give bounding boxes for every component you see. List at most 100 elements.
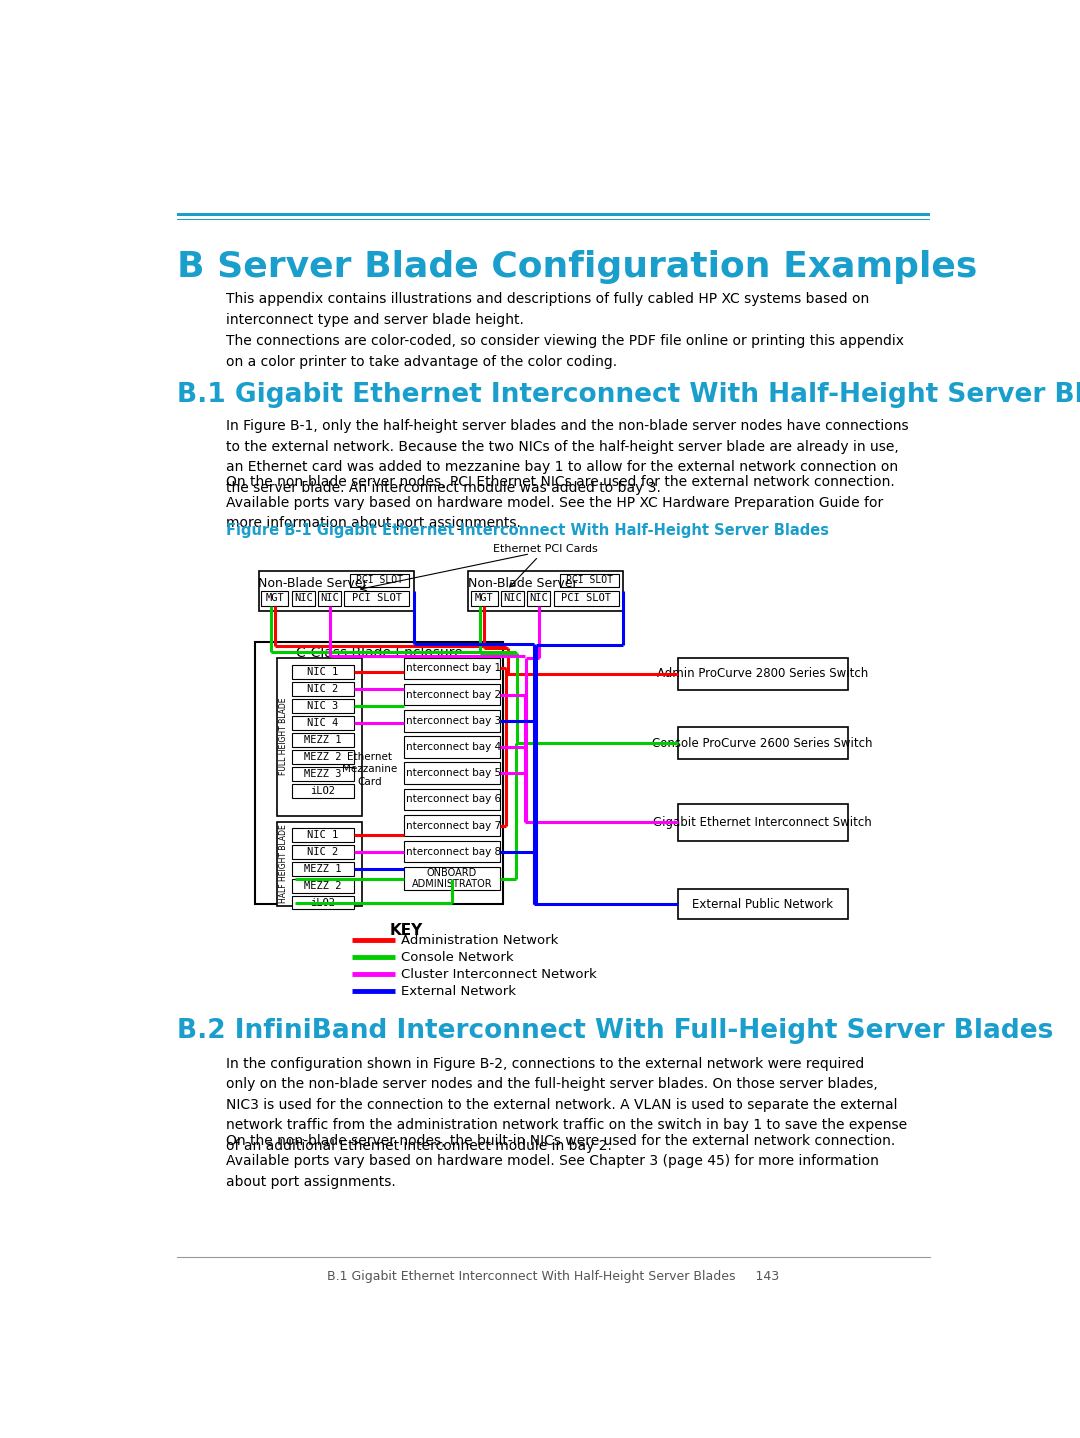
Text: MEZZ 2: MEZZ 2 [303, 752, 341, 762]
Text: External Public Network: External Public Network [692, 897, 834, 910]
Text: MEZZ 1: MEZZ 1 [303, 735, 341, 745]
Text: C-Class Blade Enclosure: C-Class Blade Enclosure [296, 646, 462, 660]
Bar [404, 684, 500, 706]
Text: NIC 2: NIC 2 [307, 847, 338, 857]
Bar [404, 815, 500, 837]
Bar [404, 788, 500, 810]
Text: MGT: MGT [266, 594, 284, 604]
Text: B.2 InfiniBand Interconnect With Full-Height Server Blades: B.2 InfiniBand Interconnect With Full-He… [177, 1018, 1053, 1044]
Text: Gigabit Ethernet Interconnect Switch: Gigabit Ethernet Interconnect Switch [653, 815, 873, 828]
Text: PCI SLOT: PCI SLOT [352, 594, 402, 604]
Text: In the configuration shown in Figure B-2, connections to the external network we: In the configuration shown in Figure B-2… [227, 1057, 907, 1153]
Bar [292, 699, 353, 713]
Bar [554, 591, 619, 605]
Text: Ethernet
Mezzanine
Card: Ethernet Mezzanine Card [342, 752, 397, 787]
Bar [255, 643, 503, 905]
Bar [292, 716, 353, 731]
Bar [292, 896, 353, 909]
Bar [404, 710, 500, 732]
Bar [292, 751, 353, 764]
Bar [292, 591, 314, 605]
Text: In Figure B-1, only the half-height server blades and the non-blade server nodes: In Figure B-1, only the half-height serv… [227, 418, 909, 495]
Bar [292, 666, 353, 679]
Bar [404, 841, 500, 863]
Text: NIC 1: NIC 1 [307, 830, 338, 840]
Text: Interconnect bay 2: Interconnect bay 2 [403, 690, 501, 700]
Text: B.1 Gigabit Ethernet Interconnect With Half-Height Server Blades     143: B.1 Gigabit Ethernet Interconnect With H… [327, 1270, 780, 1283]
Text: On the non-blade server nodes, PCI Ethernet NICs are used for the external netwo: On the non-blade server nodes, PCI Ether… [227, 475, 895, 531]
Bar [318, 591, 341, 605]
Text: MEZZ 3: MEZZ 3 [303, 769, 341, 779]
Bar [292, 733, 353, 746]
Text: Console ProCurve 2600 Series Switch: Console ProCurve 2600 Series Switch [652, 736, 873, 749]
Bar [527, 591, 551, 605]
Text: Console Network: Console Network [401, 951, 513, 963]
Text: NIC: NIC [529, 594, 549, 604]
Bar [404, 736, 500, 758]
Bar [261, 591, 288, 605]
Bar [177, 213, 930, 217]
Bar [292, 844, 353, 858]
Text: Cluster Interconnect Network: Cluster Interconnect Network [401, 968, 596, 981]
Text: NIC 1: NIC 1 [307, 667, 338, 677]
Bar [404, 657, 500, 679]
Bar [469, 571, 623, 611]
Bar [292, 861, 353, 876]
Bar [677, 728, 848, 759]
Text: External Network: External Network [401, 985, 516, 998]
Text: NIC 4: NIC 4 [307, 718, 338, 728]
Text: iLO2: iLO2 [310, 897, 335, 907]
Bar [501, 591, 524, 605]
Bar [276, 657, 362, 815]
Bar [471, 591, 498, 605]
Text: On the non-blade server nodes, the built-in NICs were used for the external netw: On the non-blade server nodes, the built… [227, 1133, 895, 1189]
Text: Interconnect bay 4: Interconnect bay 4 [403, 742, 501, 752]
Text: Figure B-1 Gigabit Ethernet Interconnect With Half-Height Server Blades: Figure B-1 Gigabit Ethernet Interconnect… [227, 523, 829, 538]
Text: Interconnect bay 6: Interconnect bay 6 [403, 794, 501, 804]
Text: Non-Blade Server: Non-Blade Server [258, 577, 368, 590]
Bar [259, 571, 414, 611]
Text: Admin ProCurve 2800 Series Switch: Admin ProCurve 2800 Series Switch [657, 667, 868, 680]
Bar [276, 821, 362, 906]
Bar [177, 219, 930, 220]
Text: HALF HEIGHT BLADE: HALF HEIGHT BLADE [280, 824, 288, 903]
Bar [292, 682, 353, 696]
Bar [292, 879, 353, 893]
Text: NIC: NIC [320, 594, 339, 604]
Text: MGT: MGT [475, 594, 494, 604]
Bar [677, 889, 848, 919]
Text: Interconnect bay 7: Interconnect bay 7 [403, 821, 501, 831]
Text: Interconnect bay 1: Interconnect bay 1 [403, 663, 501, 673]
Text: ONBOARD
ADMINISTRATOR: ONBOARD ADMINISTRATOR [411, 869, 492, 890]
Text: Interconnect bay 8: Interconnect bay 8 [403, 847, 501, 857]
Text: Non-Blade Server: Non-Blade Server [468, 577, 578, 590]
Bar [345, 591, 409, 605]
Text: iLO2: iLO2 [310, 787, 335, 795]
Text: B.1 Gigabit Ethernet Interconnect With Half-Height Server Blades: B.1 Gigabit Ethernet Interconnect With H… [177, 383, 1080, 408]
Bar [292, 828, 353, 841]
Text: PCI SLOT: PCI SLOT [566, 575, 612, 585]
Bar [677, 804, 848, 841]
Bar [559, 574, 619, 587]
Text: B Server Blade Configuration Examples: B Server Blade Configuration Examples [177, 250, 977, 283]
Text: NIC 3: NIC 3 [307, 702, 338, 712]
Text: PCI SLOT: PCI SLOT [561, 594, 611, 604]
Bar [677, 657, 848, 690]
Text: NIC: NIC [503, 594, 522, 604]
Bar [404, 867, 500, 890]
Bar [350, 574, 409, 587]
Text: Interconnect bay 5: Interconnect bay 5 [403, 768, 501, 778]
Text: MEZZ 1: MEZZ 1 [303, 864, 341, 874]
Text: Ethernet PCI Cards: Ethernet PCI Cards [494, 544, 598, 587]
Text: Administration Network: Administration Network [401, 933, 558, 946]
Text: FULL HEIGHT BLADE: FULL HEIGHT BLADE [280, 697, 288, 775]
Text: KEY: KEY [390, 923, 423, 939]
Text: This appendix contains illustrations and descriptions of fully cabled HP XC syst: This appendix contains illustrations and… [227, 292, 869, 326]
Bar [292, 766, 353, 781]
Text: The connections are color-coded, so consider viewing the PDF file online or prin: The connections are color-coded, so cons… [227, 334, 904, 370]
Text: NIC: NIC [294, 594, 312, 604]
Bar [292, 784, 353, 798]
Text: PCI SLOT: PCI SLOT [356, 575, 404, 585]
Text: MEZZ 2: MEZZ 2 [303, 880, 341, 890]
Text: Interconnect bay 3: Interconnect bay 3 [403, 716, 501, 726]
